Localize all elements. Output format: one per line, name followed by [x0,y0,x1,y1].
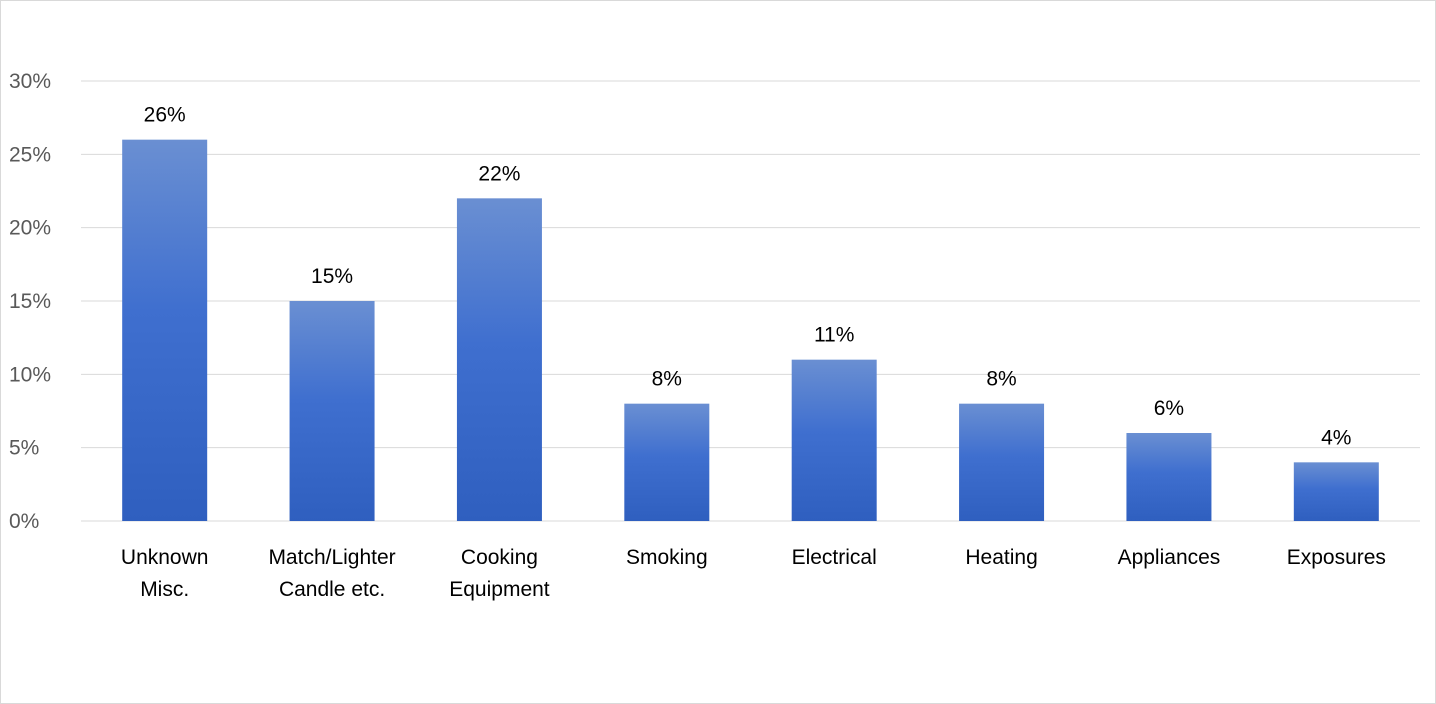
x-tick-label-line: Misc. [140,578,189,601]
bar [1126,433,1212,521]
x-tick-label: Appliances [1118,546,1221,569]
y-tick-label: 0% [9,510,39,533]
data-label: 8% [652,368,682,391]
x-tick-label-line: Heating [965,546,1037,569]
y-axis-ticks: 0% 5% 10% 15% 20% 25% 30% [9,70,51,533]
x-tick-label: Electrical [792,546,877,569]
bar [1293,462,1379,521]
data-label: 8% [986,368,1016,391]
x-tick-label-line: Cooking [461,546,538,569]
x-tick-label: Unknown Misc. [121,546,209,601]
y-tick-label: 25% [9,143,51,166]
data-label: 26% [144,104,186,127]
bar [289,301,375,521]
x-tick-label: Cooking Equipment [449,546,550,601]
x-tick-label: Exposures [1287,546,1386,569]
data-label: 6% [1154,397,1184,420]
y-tick-label: 5% [9,437,39,460]
bar [122,139,208,521]
data-label: 11% [814,324,854,347]
x-tick-label-line: Electrical [792,546,877,569]
x-tick-label-line: Appliances [1118,546,1221,569]
x-tick-label-line: Candle etc. [279,578,385,601]
x-tick-label-line: Smoking [626,546,708,569]
bar [456,198,542,522]
gridlines [81,80,1420,522]
y-tick-label: 15% [9,290,51,313]
x-tick-label-line: Exposures [1287,546,1386,569]
data-label: 22% [478,162,520,185]
bar [624,403,710,521]
bar [791,359,877,521]
y-tick-label: 30% [9,70,51,93]
x-tick-label: Heating [965,546,1037,569]
x-tick-label-line: Unknown [121,546,209,569]
bars [122,139,1379,522]
y-tick-label: 20% [9,217,51,240]
bar [959,403,1045,521]
data-labels: 26% 15% 22% 8% 11% 8% 6% 4% [144,104,1352,450]
x-tick-label: Smoking [626,546,708,569]
data-label: 4% [1321,426,1351,449]
x-tick-label-line: Match/Lighter [268,546,395,569]
data-label: 15% [311,265,353,288]
y-tick-label: 10% [9,363,51,386]
x-axis-labels: Unknown Misc. Match/Lighter Candle etc. Cook… [121,546,1386,601]
x-tick-label: Match/Lighter Candle etc. [268,546,395,601]
x-tick-label-line: Equipment [449,578,550,601]
